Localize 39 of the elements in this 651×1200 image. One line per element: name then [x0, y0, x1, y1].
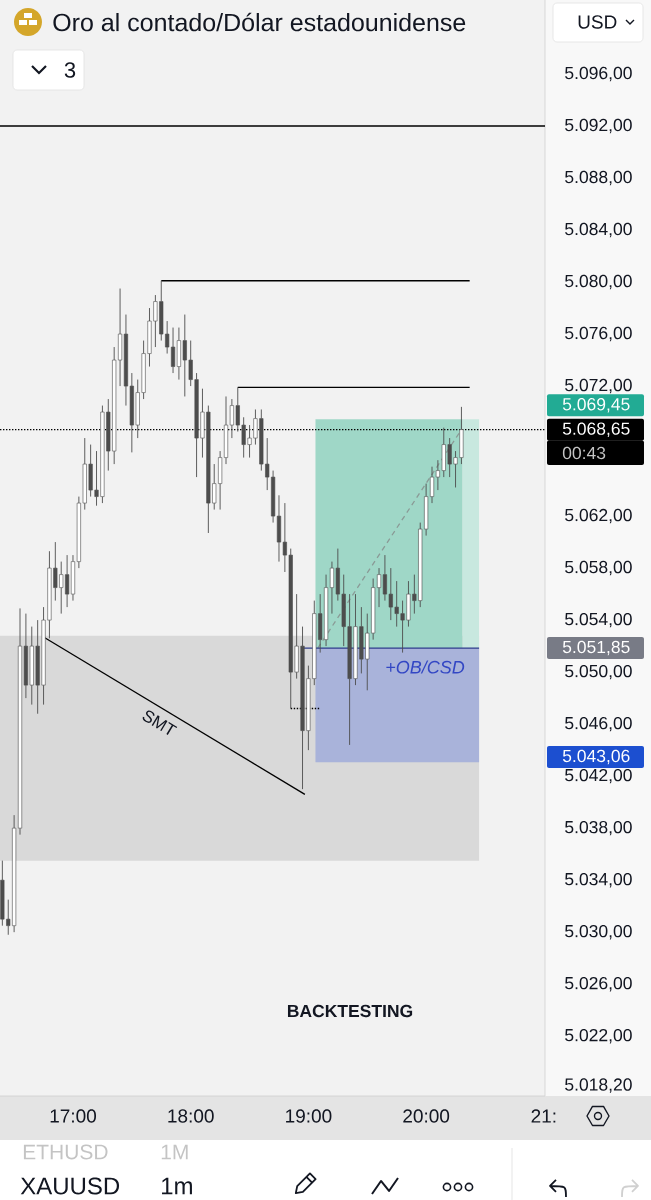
text: USD — [578, 15, 617, 29]
chart-title: Oro al contado/Dólar estadounidense — [53, 12, 466, 32]
y-tick-label: 5.050,00 — [565, 664, 632, 680]
y-tick-label: 5.054,00 — [565, 612, 632, 628]
y-tick-label: 5.022,00 — [565, 1028, 632, 1044]
text: 5.051,85 — [562, 640, 630, 656]
y-tick-label: 5.042,00 — [565, 768, 632, 784]
y-tick-label: 5.080,00 — [565, 274, 632, 290]
x-tick-label: 17:00 — [50, 1109, 97, 1123]
y-tick-label: 5.026,00 — [565, 976, 632, 992]
text: SMT — [142, 710, 178, 735]
x-tick-label: 20:00 — [403, 1109, 450, 1123]
text: 1m — [162, 1177, 192, 1195]
y-tick-label: 5.072,00 — [565, 378, 632, 394]
y-tick-label: 5.018,20 — [565, 1078, 632, 1093]
text: 00:43 — [562, 446, 606, 460]
x-tick-label: 21: — [531, 1109, 556, 1123]
y-tick-label: 5.062,00 — [565, 508, 632, 524]
annotation: 3 — [64, 62, 76, 78]
y-tick-label: 5.088,00 — [565, 170, 632, 186]
y-tick-label: 5.034,00 — [565, 872, 632, 888]
text: ETHUSD — [23, 1144, 108, 1160]
x-tick-label: 19:00 — [286, 1109, 332, 1123]
y-tick-label: 5.046,00 — [565, 716, 632, 732]
x-tick-label: 18:00 — [168, 1109, 214, 1123]
y-tick-label: 5.084,00 — [565, 222, 632, 238]
text: 5.043,06 — [562, 749, 630, 765]
text: 1M — [161, 1144, 188, 1160]
y-tick-label: 5.092,00 — [565, 118, 632, 134]
y-tick-label: 5.076,00 — [565, 326, 632, 342]
y-tick-label: 5.038,00 — [565, 820, 632, 836]
ref-line-label: 5.068,65 — [562, 422, 630, 437]
text: XAUUSD — [20, 1177, 120, 1195]
y-tick-label: 5.058,00 — [565, 560, 632, 576]
y-tick-label: 5.096,00 — [565, 66, 632, 82]
y-tick-label: 5.030,00 — [565, 924, 632, 940]
annotation: +OB/CSD — [386, 660, 465, 674]
annotation: BACKTESTING — [287, 1004, 413, 1018]
text: 5.069,45 — [562, 398, 630, 413]
